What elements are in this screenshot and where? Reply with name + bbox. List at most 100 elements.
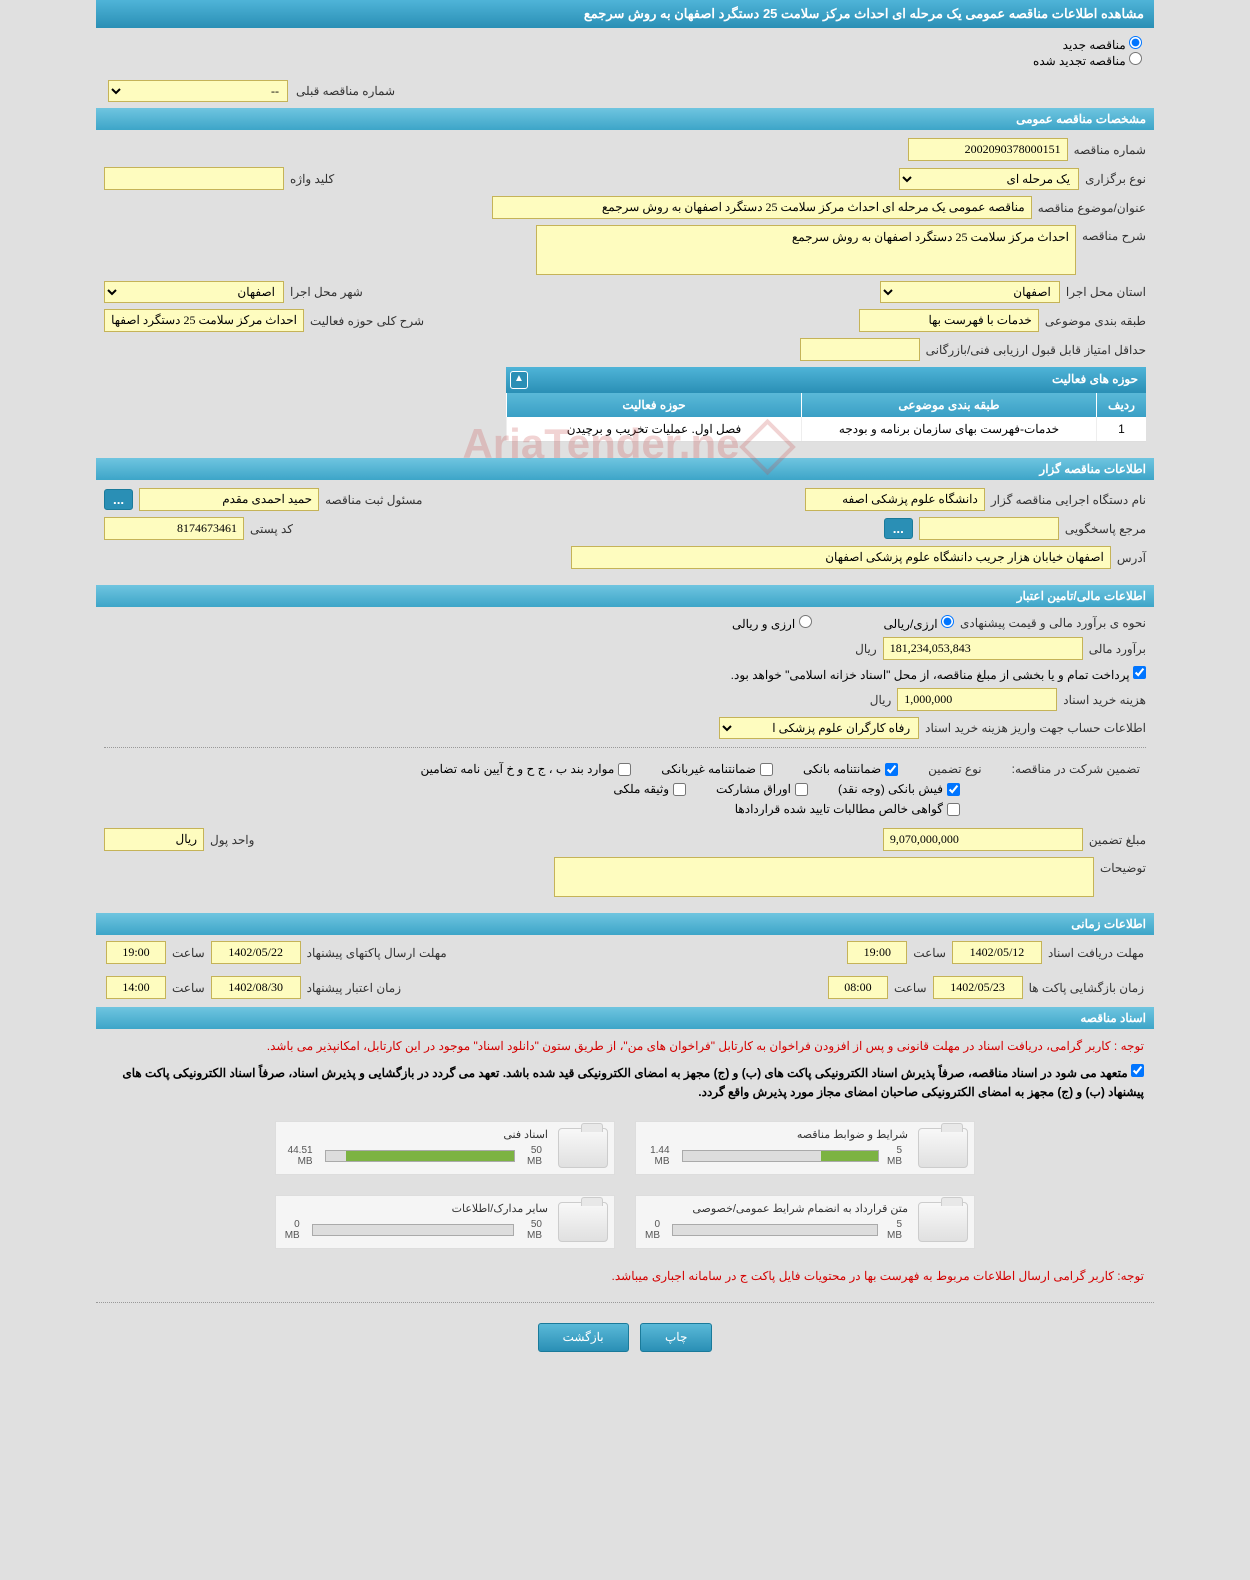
guarantee-amount-label: مبلغ تضمین bbox=[1089, 833, 1146, 847]
responder-browse-button[interactable]: ... bbox=[884, 518, 913, 539]
activity-table-title: حوزه های فعالیت bbox=[532, 367, 1146, 393]
section-timing: اطلاعات زمانی bbox=[96, 913, 1154, 935]
folder-icon bbox=[558, 1202, 608, 1242]
folder-icon bbox=[558, 1128, 608, 1168]
doc-item[interactable]: سایر مدارک/اطلاعات 50 MB 0 MB bbox=[275, 1195, 615, 1249]
guarantee-label: تضمین شرکت در مناقصه: bbox=[1012, 762, 1140, 776]
activity-table-header: ردیف طبقه بندی موضوعی حوزه فعالیت bbox=[506, 393, 1146, 417]
description-label: شرح مناقصه bbox=[1082, 225, 1146, 243]
doc-item[interactable]: اسناد فنی 50 MB 44.51 MB bbox=[275, 1121, 615, 1175]
keyword-label: کلید واژه bbox=[290, 172, 334, 186]
province-select[interactable]: اصفهان bbox=[880, 281, 1060, 303]
city-label: شهر محل اجرا bbox=[290, 285, 363, 299]
prev-tender-select[interactable]: -- bbox=[108, 80, 288, 102]
activity-table-title-row: حوزه های فعالیت ▲ bbox=[506, 367, 1146, 393]
min-score-input[interactable] bbox=[800, 338, 920, 361]
documents-commitment-checkbox[interactable]: متعهد می شود در اسناد مناقصه، صرفاً پذیر… bbox=[122, 1066, 1144, 1099]
radio-new-tender[interactable]: مناقصه جدید bbox=[1063, 36, 1142, 52]
classification-label: طبقه بندی موضوعی bbox=[1045, 314, 1146, 328]
doc-receipt-date[interactable] bbox=[952, 941, 1042, 964]
executive-label: نام دستگاه اجرایی مناقصه گزار bbox=[991, 493, 1146, 507]
progress-bar bbox=[682, 1150, 879, 1162]
proposal-validity-label: زمان اعتبار پیشنهاد bbox=[307, 981, 401, 995]
proposal-validity-time[interactable] bbox=[106, 976, 166, 999]
description-textarea[interactable]: احداث مرکز سلامت 25 دستگرد اصفهان به روش… bbox=[536, 225, 1076, 275]
envelope-send-time[interactable] bbox=[106, 941, 166, 964]
treasury-checkbox[interactable]: پرداخت تمام و یا بخشی از مبلغ مناقصه، از… bbox=[731, 666, 1146, 682]
estimate-label: برآورد مالی bbox=[1089, 642, 1146, 656]
envelope-open-time[interactable] bbox=[828, 976, 888, 999]
chk-clauses[interactable]: موارد بند ب ، ج ح و خ آیین نامه تضامین bbox=[420, 762, 631, 776]
city-select[interactable]: اصفهان bbox=[104, 281, 284, 303]
doc-receipt-time[interactable] bbox=[847, 941, 907, 964]
chk-bank-guarantee[interactable]: ضمانتنامه بانکی bbox=[803, 762, 898, 776]
col-classification: طبقه بندی موضوعی bbox=[801, 393, 1096, 417]
chk-bank-receipt[interactable]: فیش بانکی (وجه نقد) bbox=[838, 782, 960, 796]
account-label: اطلاعات حساب جهت واریز هزینه خرید اسناد bbox=[925, 721, 1146, 735]
doc-receipt-label: مهلت دریافت اسناد bbox=[1048, 946, 1144, 960]
cell-classification: خدمات-فهرست بهای سازمان برنامه و بودجه bbox=[801, 417, 1096, 441]
remarks-label: توضیحات bbox=[1100, 857, 1146, 875]
address-input[interactable] bbox=[571, 546, 1111, 569]
progress-bar bbox=[312, 1224, 514, 1236]
guarantee-amount-input[interactable] bbox=[883, 828, 1083, 851]
radio-renewed-tender[interactable]: مناقصه تجدید شده bbox=[1033, 52, 1142, 68]
responder-label: مرجع پاسخگویی bbox=[1065, 522, 1146, 536]
registrar-browse-button[interactable]: ... bbox=[104, 489, 133, 510]
divider bbox=[96, 1302, 1154, 1303]
radio-both[interactable]: ارزی و ریالی bbox=[732, 615, 812, 631]
doc-fee-input[interactable] bbox=[897, 688, 1057, 711]
envelope-send-date[interactable] bbox=[211, 941, 301, 964]
cell-radif: 1 bbox=[1096, 417, 1146, 441]
section-organizer: اطلاعات مناقصه گزار bbox=[96, 458, 1154, 480]
unit-label: واحد پول bbox=[210, 833, 254, 847]
minimize-icon[interactable]: ▲ bbox=[510, 371, 528, 389]
doc-item[interactable]: متن قرارداد به انضمام شرایط عمومی/خصوصی … bbox=[635, 1195, 975, 1249]
progress-bar bbox=[325, 1150, 516, 1162]
section-general: مشخصات مناقصه عمومی bbox=[96, 108, 1154, 130]
doc-title: اسناد فنی bbox=[282, 1128, 548, 1141]
registrar-input[interactable] bbox=[139, 488, 319, 511]
doc-item[interactable]: شرایط و ضوابط مناقصه 5 MB 1.44 MB bbox=[635, 1121, 975, 1175]
currency-unit: ریال bbox=[855, 642, 877, 656]
col-activity: حوزه فعالیت bbox=[506, 393, 801, 417]
account-select[interactable]: رفاه کارگران علوم پزشکی ا bbox=[719, 717, 919, 739]
prev-tender-label: شماره مناقصه قبلی bbox=[296, 84, 395, 98]
chk-receivables[interactable]: گواهی خالص مطالبات تایید شده قراردادها bbox=[735, 802, 960, 816]
subject-input[interactable] bbox=[492, 196, 1032, 219]
page-title-bar: مشاهده اطلاعات مناقصه عمومی یک مرحله ای … bbox=[96, 0, 1154, 28]
chk-property[interactable]: وثیقه ملکی bbox=[613, 782, 686, 796]
holding-type-select[interactable]: یک مرحله ای bbox=[899, 168, 1079, 190]
province-label: استان محل اجرا bbox=[1066, 285, 1146, 299]
envelope-open-date[interactable] bbox=[933, 976, 1023, 999]
table-row: 1 خدمات-فهرست بهای سازمان برنامه و بودجه… bbox=[506, 417, 1146, 442]
min-score-label: حداقل امتیاز قابل قبول ارزیابی فنی/بازرگ… bbox=[926, 343, 1146, 357]
chk-nonbank-guarantee[interactable]: ضمانتنامه غیربانکی bbox=[661, 762, 773, 776]
estimate-input[interactable] bbox=[883, 637, 1083, 660]
classification-input[interactable] bbox=[859, 309, 1039, 332]
executive-input[interactable] bbox=[805, 488, 985, 511]
page-title: مشاهده اطلاعات مناقصه عمومی یک مرحله ای … bbox=[584, 6, 1144, 21]
address-label: آدرس bbox=[1117, 551, 1146, 565]
unit-input[interactable] bbox=[104, 828, 204, 851]
print-button[interactable]: چاپ bbox=[640, 1323, 712, 1352]
doc-title: متن قرارداد به انضمام شرایط عمومی/خصوصی bbox=[642, 1202, 908, 1215]
postal-input[interactable] bbox=[104, 517, 244, 540]
guarantee-type-label: نوع تضمین bbox=[928, 762, 981, 776]
responder-input[interactable] bbox=[919, 517, 1059, 540]
proposal-validity-date[interactable] bbox=[211, 976, 301, 999]
radio-rial[interactable]: ارزی/ریالی bbox=[884, 615, 954, 631]
postal-label: کد پستی bbox=[250, 522, 293, 536]
section-documents: اسناد مناقصه bbox=[96, 1007, 1154, 1029]
doc-fee-label: هزینه خرید اسناد bbox=[1063, 693, 1146, 707]
keyword-input[interactable] bbox=[104, 167, 284, 190]
documents-grid: شرایط و ضوابط مناقصه 5 MB 1.44 MB اسناد … bbox=[96, 1111, 1154, 1259]
chk-participation[interactable]: اوراق مشارکت bbox=[716, 782, 808, 796]
progress-bar bbox=[672, 1224, 878, 1236]
doc-title: شرایط و ضوابط مناقصه bbox=[642, 1128, 908, 1141]
remarks-textarea[interactable] bbox=[554, 857, 1094, 897]
holding-type-label: نوع برگزاری bbox=[1085, 172, 1146, 186]
back-button[interactable]: بازگشت bbox=[538, 1323, 629, 1352]
activity-scope-input[interactable] bbox=[104, 309, 304, 332]
tender-number-input[interactable] bbox=[908, 138, 1068, 161]
